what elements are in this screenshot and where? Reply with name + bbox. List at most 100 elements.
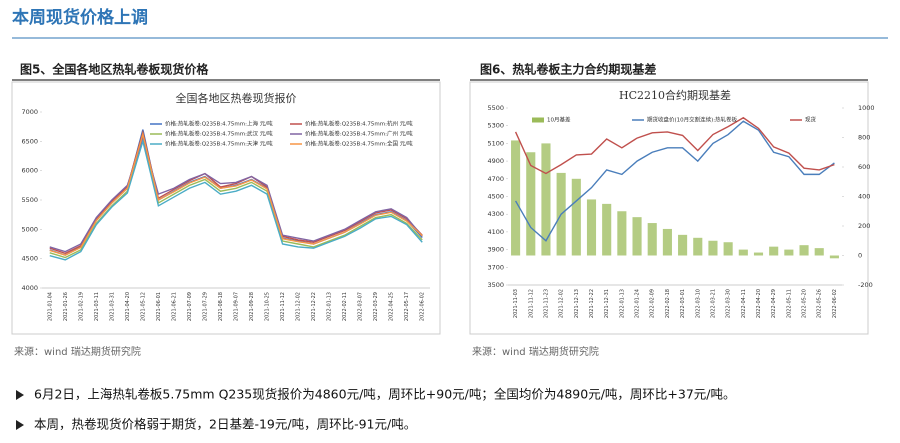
x-tick-label: 2021-09-07	[234, 292, 240, 321]
bar	[814, 248, 824, 256]
x-tick-label: 2021-02-19	[78, 292, 84, 321]
page-title: 本周现货价格上调	[12, 7, 148, 28]
x-tick-label: 2022-04-25	[389, 292, 395, 321]
chart-title: HC2210合约期现基差	[619, 88, 731, 102]
y-tick-label: 4500	[21, 255, 38, 263]
figure-caption: 图6、热轧卷板主力合约期现基差	[480, 62, 656, 77]
x-tick-label: 2021-12-31	[604, 289, 610, 318]
x-tick-label: 2022-03-30	[726, 289, 732, 318]
y-tick-label: 4900	[487, 157, 504, 165]
y-tick-label: 5100	[487, 139, 504, 147]
x-tick-label: 2022-05-26	[817, 289, 823, 318]
legend-label: 期货收盘价(10月交割连续):热轧卷板	[647, 116, 738, 124]
x-tick-label: 2021-11-12	[280, 292, 286, 321]
x-tick-label: 2022-05-20	[802, 289, 808, 318]
x-tick-label: 2022-03-07	[358, 292, 364, 321]
x-tick-label: 2022-01-13	[619, 289, 625, 318]
figure-caption: 图5、全国各地区热轧卷板现货价格	[20, 62, 209, 77]
y-tick-label: 4100	[487, 228, 504, 236]
x-tick-label: 2021-03-11	[94, 292, 100, 321]
line	[514, 120, 835, 242]
source: 来源：wind 瑞达期货研究院	[472, 345, 599, 358]
bar	[526, 152, 536, 256]
y-tick-label: 4300	[487, 210, 504, 218]
bar	[799, 245, 809, 256]
source: 来源：wind 瑞达期货研究院	[14, 345, 141, 358]
legend-label: 10月基差	[547, 116, 571, 124]
y2-tick-label: 200	[858, 222, 870, 230]
legend-label: 价格:热轧板卷:Q235B:4.75mm:上海 元/吨	[165, 120, 273, 128]
x-tick-label: 2021-12-02	[296, 292, 302, 321]
bar	[753, 252, 764, 256]
x-tick-label: 2021-12-13	[574, 289, 580, 318]
y-tick-label: 3700	[487, 263, 504, 271]
legend-label: 价格:热轧板卷:Q235B:4.75mm:武汉 元/吨	[165, 130, 273, 138]
bar	[829, 255, 839, 259]
legend-swatch	[532, 117, 544, 123]
bar	[511, 140, 521, 256]
y-tick-label: 4700	[487, 175, 504, 183]
bar	[541, 143, 551, 256]
x-tick-label: 2022-05-11	[786, 289, 792, 318]
x-tick-label: 2022-04-29	[771, 289, 777, 318]
bullet: 本周，热卷现货价格弱于期货，2日基差-19元/吨，周环比-91元/吨。	[34, 417, 416, 432]
y-tick-label: 5300	[487, 122, 504, 130]
line	[49, 135, 423, 259]
bar	[708, 240, 718, 256]
y-tick-label: 6000	[21, 167, 38, 175]
y-tick-label: 4000	[21, 284, 38, 292]
chart-frame	[11, 81, 441, 335]
legend-label: 价格:热轧板卷:Q235B:4.75mm:全国 元/吨	[305, 140, 413, 148]
x-tick-label: 2021-06-21	[171, 292, 177, 321]
legend-label: 价格:热轧板卷:Q235B:4.75mm:杭州 元/吨	[305, 120, 413, 128]
legend-label: 现货	[805, 116, 817, 124]
x-tick-label: 2021-11-03	[513, 289, 519, 318]
x-tick-label: 2021-11-23	[543, 289, 549, 318]
x-tick-label: 2021-12-22	[311, 292, 317, 321]
bar	[632, 217, 642, 256]
x-tick-label: 2022-03-10	[695, 289, 701, 318]
x-tick-label: 2022-03-21	[710, 289, 716, 318]
y-tick-label: 3500	[487, 281, 504, 289]
bar	[723, 242, 733, 256]
bar	[693, 237, 703, 256]
x-tick-label: 2022-03-01	[680, 289, 686, 318]
bar	[586, 199, 597, 256]
x-tick-label: 2022-05-17	[404, 292, 410, 321]
x-tick-label: 2022-01-24	[635, 289, 641, 318]
y2-tick-label: 1000	[858, 104, 875, 112]
bar	[647, 223, 657, 256]
y-tick-label: 4500	[487, 193, 504, 201]
bar	[678, 234, 688, 256]
x-tick-label: 2021-03-31	[109, 292, 115, 321]
bar	[571, 178, 581, 256]
line	[49, 135, 423, 253]
x-tick-label: 2021-04-20	[125, 292, 131, 321]
bar	[662, 228, 672, 256]
y2-tick-label: -200	[858, 281, 873, 289]
y-tick-label: 5500	[487, 104, 504, 112]
bullet: 6月2日，上海热轧卷板5.75mm Q235现货报价为4860元/吨，周环比+9…	[34, 387, 736, 402]
legend-label: 价格:热轧板卷:Q235B:4.75mm:广州 元/吨	[305, 130, 413, 138]
chart-frame	[469, 81, 869, 335]
bar	[617, 211, 627, 256]
x-tick-label: 2021-10-25	[265, 292, 271, 321]
x-tick-label: 2022-02-18	[665, 289, 671, 318]
x-tick-label: 2021-09-28	[249, 292, 255, 321]
x-tick-label: 2022-02-11	[342, 292, 348, 321]
x-tick-label: 2022-01-13	[327, 292, 333, 321]
chart-title: 全国各地区热卷现货报价	[176, 91, 297, 105]
x-tick-label: 2022-02-09	[650, 289, 656, 318]
x-tick-label: 2022-06-02	[832, 289, 838, 318]
y-tick-label: 3900	[487, 246, 504, 254]
x-tick-label: 2021-12-22	[589, 289, 595, 318]
x-tick-label: 2021-01-04	[47, 292, 53, 321]
x-tick-label: 2022-06-02	[420, 292, 426, 321]
x-tick-label: 2021-05-12	[140, 292, 146, 321]
x-tick-label: 2021-01-26	[63, 292, 69, 321]
x-tick-label: 2022-03-29	[373, 292, 379, 321]
bar	[602, 203, 612, 256]
y-tick-label: 6500	[21, 137, 38, 145]
y-tick-label: 7000	[21, 108, 38, 116]
